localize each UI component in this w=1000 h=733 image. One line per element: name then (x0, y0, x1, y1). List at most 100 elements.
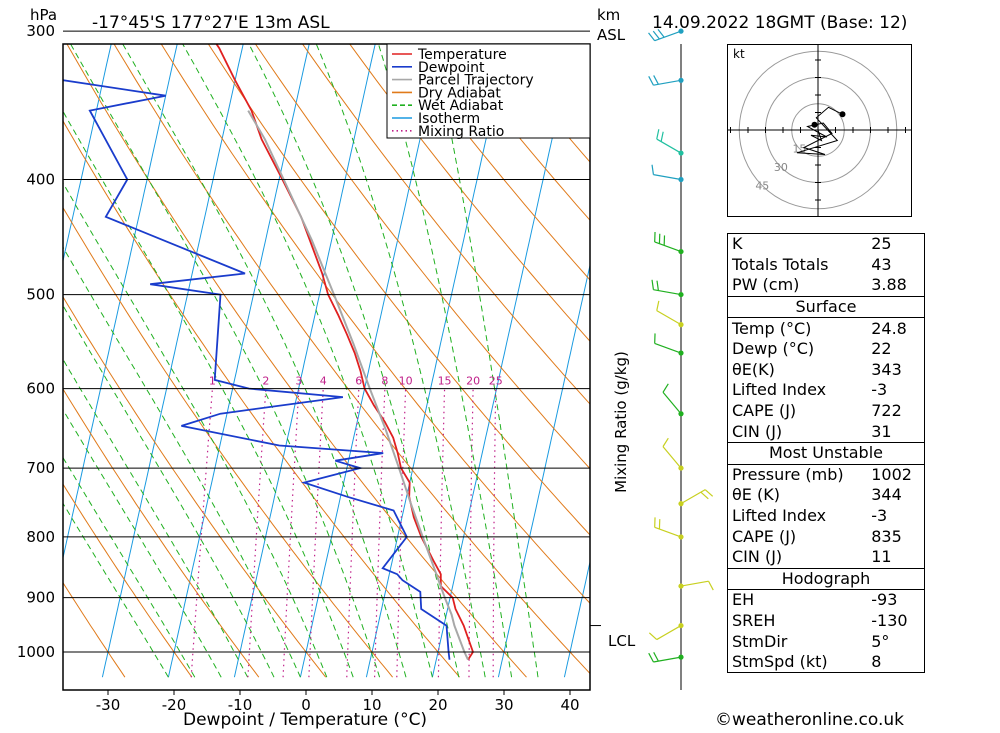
indices-value: 835 (867, 526, 926, 547)
pressure-tick-label: 500 (26, 286, 55, 304)
indices-row: Dewp (°C) 22 (727, 338, 926, 360)
pressure-unit: hPa (30, 6, 58, 24)
dry-adiabat-line (160, 44, 590, 605)
dry-adiabat-line (254, 44, 590, 470)
indices-value: 22 (867, 338, 926, 360)
mixing-ratio-line (282, 388, 300, 678)
indices-label: CAPE (J) (727, 400, 868, 422)
indices-section-title: Most Unstable (727, 441, 925, 465)
site-name: weatheronline.co.uk (732, 710, 905, 730)
x-tick-label: 20 (428, 696, 447, 714)
mixing-ratio-label: 8 (381, 375, 388, 388)
indices-label: CIN (J) (727, 421, 868, 443)
pressure-tick-label: 700 (26, 459, 55, 477)
indices-section-title: Surface (727, 295, 925, 319)
legend-label: Dry Adiabat (418, 85, 501, 101)
indices-value: -130 (867, 610, 926, 632)
wet-adiabat-line (63, 246, 301, 678)
indices-row: Lifted Index -3 (727, 380, 926, 401)
dry-adiabat-line (396, 44, 590, 281)
indices-value: 24.8 (867, 317, 926, 339)
legend-label: Temperature (417, 47, 507, 63)
hodo-storm-motion-dot (811, 121, 818, 128)
indices-label: Lifted Index (727, 505, 868, 527)
indices-label: StmSpd (kt) (727, 651, 868, 674)
wind-level-dot (678, 411, 684, 417)
isotherm-line (497, 263, 590, 678)
wet-adiabat-line (63, 182, 328, 678)
indices-section-header: Surface (727, 295, 925, 319)
indices-row: θE(K) 343 (727, 359, 926, 381)
wind-level-dot (678, 150, 684, 156)
dry-adiabat-line (63, 206, 393, 678)
wind-barb-flag (700, 491, 709, 500)
dry-adiabat-line (63, 581, 126, 678)
pressure-tick-label: 300 (26, 22, 55, 40)
mixing-ratio-label: 25 (489, 375, 503, 388)
wind-level-dot (678, 291, 684, 298)
dry-adiabat-line (443, 44, 590, 221)
wet-adiabat-line (63, 304, 275, 678)
footer-credit[interactable]: ©weatheronline.co.uk (715, 710, 904, 730)
wet-adiabat-line (315, 44, 486, 678)
x-tick-label: -10 (228, 696, 253, 714)
wind-barb-flag (662, 437, 669, 447)
wet-adiabat-line (377, 44, 513, 678)
dry-adiabat-line (63, 295, 327, 678)
hodograph: 15 30 45 kt (727, 44, 912, 217)
dry-adiabat-line (66, 44, 527, 678)
indices-value: 8 (867, 651, 926, 674)
wind-barb-flag (648, 652, 654, 663)
legend-label: Dewpoint (418, 60, 485, 76)
mixing-ratio-label: 1 (209, 375, 216, 388)
mixing-ratio-line (247, 388, 267, 678)
x-tick-label: 30 (494, 696, 513, 714)
wind-barb (680, 489, 706, 505)
wind-level-dot (678, 534, 684, 540)
hodo-unit-label: kt (733, 47, 745, 61)
indices-row: PW (cm) 3.88 (727, 275, 926, 297)
x-tick-label: 40 (560, 696, 579, 714)
wind-barb-flag (704, 489, 714, 497)
indices-row: CAPE (J) 722 (727, 400, 926, 422)
indices-label: Temp (°C) (727, 317, 868, 339)
indices-row: SREH -130 (727, 610, 926, 632)
wind-barb (653, 174, 682, 181)
wind-level-dot (678, 622, 684, 629)
indices-label: K (727, 232, 868, 255)
indices-section-title: Hodograph (727, 567, 925, 591)
x-axis-ticks: -30 -20 -10 0 10 20 30 40 (96, 690, 580, 714)
dry-adiabat-line (63, 483, 193, 678)
indices-row: CIN (J) 31 (727, 421, 926, 443)
hodo-ring-label: 45 (755, 180, 769, 193)
mixing-ratio-label: 4 (320, 375, 327, 388)
location-title: -17°45'S 177°27'E 13m ASL (92, 13, 330, 33)
indices-label: StmDir (727, 631, 868, 652)
indices-value: -93 (867, 589, 926, 611)
dry-adiabat-line (63, 388, 260, 678)
wind-barb (656, 138, 682, 154)
pressure-tick-label: 600 (26, 380, 55, 398)
mixing-ratio-axis-label: Mixing Ratio (g/kg) (612, 351, 630, 493)
indices-row: Temp (°C) 24.8 (727, 317, 926, 339)
wind-barb-flag (651, 164, 655, 175)
wind-level-dot (678, 77, 684, 83)
pressure-tick-label: 1000 (17, 643, 55, 661)
wind-barb (654, 241, 682, 253)
legend-box (386, 43, 591, 139)
indices-value: 722 (867, 400, 926, 422)
indices-label: θE (K) (727, 485, 868, 506)
indices-label: Lifted Index (727, 380, 868, 401)
mixing-ratio-label: 10 (399, 375, 413, 388)
indices-table: K 25 Totals Totals 43 PW (cm) 3.88 Surface Temp… (727, 232, 926, 674)
indices-label: PW (cm) (727, 275, 868, 297)
dry-adiabat-line (113, 44, 590, 675)
indices-label: SREH (727, 610, 868, 632)
wet-adiabat-line (63, 456, 196, 678)
x-tick-label: -30 (96, 696, 121, 714)
indices-value: 5° (867, 631, 926, 652)
indices-value: 344 (867, 485, 926, 506)
isotherm-line (0, 0, 69, 677)
dry-adiabat-line (207, 44, 590, 536)
indices-row: Lifted Index -3 (727, 505, 926, 527)
